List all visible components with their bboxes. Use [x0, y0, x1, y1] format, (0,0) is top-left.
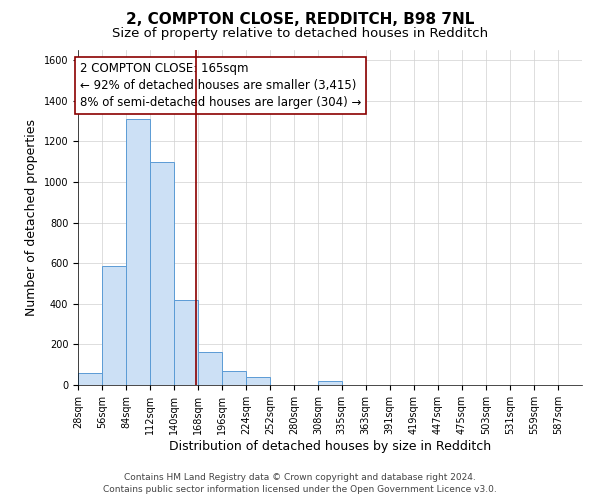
Bar — [150, 162, 174, 385]
Bar — [198, 352, 222, 385]
Bar — [246, 378, 271, 385]
Bar — [174, 300, 198, 385]
Bar — [319, 381, 343, 385]
Bar — [102, 266, 126, 385]
Text: 2 COMPTON CLOSE: 165sqm
← 92% of detached houses are smaller (3,415)
8% of semi-: 2 COMPTON CLOSE: 165sqm ← 92% of detache… — [80, 62, 361, 109]
Bar — [222, 371, 246, 385]
X-axis label: Distribution of detached houses by size in Redditch: Distribution of detached houses by size … — [169, 440, 491, 453]
Bar — [126, 119, 150, 385]
Text: 2, COMPTON CLOSE, REDDITCH, B98 7NL: 2, COMPTON CLOSE, REDDITCH, B98 7NL — [126, 12, 474, 28]
Text: Contains HM Land Registry data © Crown copyright and database right 2024.
Contai: Contains HM Land Registry data © Crown c… — [103, 472, 497, 494]
Text: Size of property relative to detached houses in Redditch: Size of property relative to detached ho… — [112, 28, 488, 40]
Bar — [78, 373, 102, 385]
Y-axis label: Number of detached properties: Number of detached properties — [25, 119, 38, 316]
